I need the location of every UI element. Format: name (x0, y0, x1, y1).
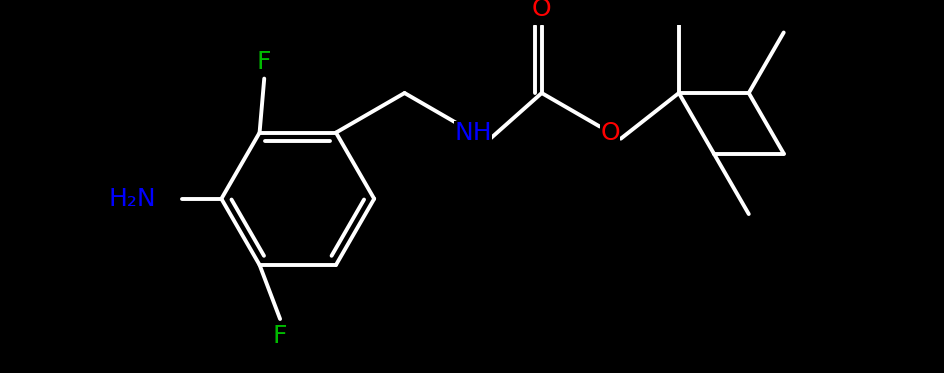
Text: F: F (257, 50, 272, 74)
Text: H₂N: H₂N (109, 187, 156, 211)
Text: O: O (531, 0, 551, 21)
Text: O: O (600, 120, 620, 145)
Text: F: F (273, 324, 287, 348)
Text: NH: NH (454, 120, 492, 145)
